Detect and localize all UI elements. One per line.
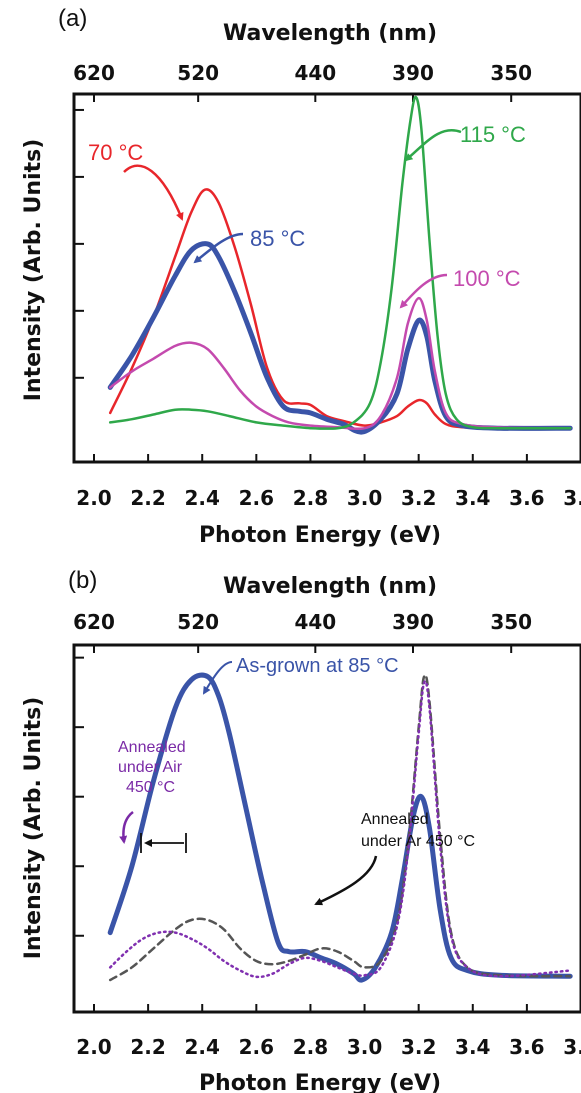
x-tick-label: 3.6: [509, 1035, 544, 1059]
panel-b: (b) Wavelength (nm) 620 520 440 390 350 2.0 2…: [21, 567, 581, 1093]
y-axis-title: Intensity (Arb. Units): [21, 139, 46, 402]
y-axis-title: Intensity (Arb. Units): [21, 697, 46, 960]
annotation-100c: 100 °C: [453, 266, 521, 291]
series-line: [107, 672, 573, 983]
series-line: [108, 673, 572, 982]
arrow-ar: [314, 855, 378, 906]
x-tick-label: 2.8: [293, 1035, 328, 1059]
arrow-70c: [123, 164, 184, 221]
x-tick-label: 2.2: [130, 486, 165, 510]
annotation-70c: 70 °C: [88, 140, 143, 165]
annotation-as-grown: As-grown at 85 °C: [236, 655, 399, 677]
series-line: [108, 679, 572, 979]
x-tick-label: 2.6: [239, 486, 274, 510]
top-tick-label: 440: [294, 610, 336, 634]
annotation-air-line3: 450 °C: [126, 779, 175, 796]
x-axis-title: Photon Energy (eV): [199, 523, 441, 548]
top-tick-label: 620: [73, 61, 115, 85]
annotation-ar-line2: under Ar 450 °C: [361, 833, 475, 850]
x-tick-label: 3.0: [347, 1035, 382, 1059]
x-tick-label: 2.4: [185, 486, 220, 510]
x-tick-label: 2.6: [239, 1035, 274, 1059]
x-axis-title: Photon Energy (eV): [199, 1071, 441, 1093]
x-tick-label: 3.0: [347, 486, 382, 510]
top-tick-label: 620: [73, 610, 115, 634]
arrow-115c: [404, 129, 462, 162]
series-line: [107, 241, 573, 435]
plot-frame: [72, 92, 581, 464]
top-tick-label: 350: [490, 610, 532, 634]
arrow-air: [119, 811, 134, 844]
annotation-air-line2: under Air: [118, 759, 183, 776]
x-tick-label: 2.2: [130, 1035, 165, 1059]
x-tick-label: 3.8: [563, 486, 581, 510]
top-axis-title: Wavelength (nm): [223, 21, 437, 46]
x-tick-label: 3.4: [455, 486, 490, 510]
top-axis-title: Wavelength (nm): [223, 574, 437, 599]
top-tick-label: 390: [392, 610, 434, 634]
panel-a: (a) Wavelength (nm) 620 520 440 390 350 2.0 2…: [21, 5, 581, 548]
top-tick-label: 520: [177, 61, 219, 85]
x-tick-label: 2.8: [293, 486, 328, 510]
arrow-85c: [193, 232, 244, 264]
series-line: [108, 95, 572, 430]
top-tick-label: 390: [392, 61, 434, 85]
x-tick-label: 3.4: [455, 1035, 490, 1059]
x-tick-label: 2.0: [76, 1035, 111, 1059]
arrow-100c: [399, 273, 448, 309]
annotation-115c: 115 °C: [460, 122, 526, 147]
x-tick-label: 3.2: [401, 486, 436, 510]
x-tick-label: 3.2: [401, 1035, 436, 1059]
annotation-85c: 85 °C: [250, 226, 305, 251]
series-line: [108, 296, 572, 431]
panel-label-a: (a): [58, 5, 87, 32]
x-tick-label: 2.0: [76, 486, 111, 510]
top-tick-label: 520: [177, 610, 219, 634]
top-tick-label: 350: [490, 61, 532, 85]
annotation-ar-line1: Annealed: [361, 811, 429, 828]
x-tick-label: 2.4: [185, 1035, 220, 1059]
top-tick-label: 440: [294, 61, 336, 85]
arrow-as-grown: [202, 661, 233, 695]
plot-frame: [72, 643, 581, 1014]
series-line: [108, 188, 572, 430]
panel-label-b: (b): [68, 567, 97, 594]
x-tick-label: 3.6: [509, 486, 544, 510]
annotation-air-line1: Annealed: [118, 739, 186, 756]
x-tick-label: 3.8: [563, 1035, 581, 1059]
